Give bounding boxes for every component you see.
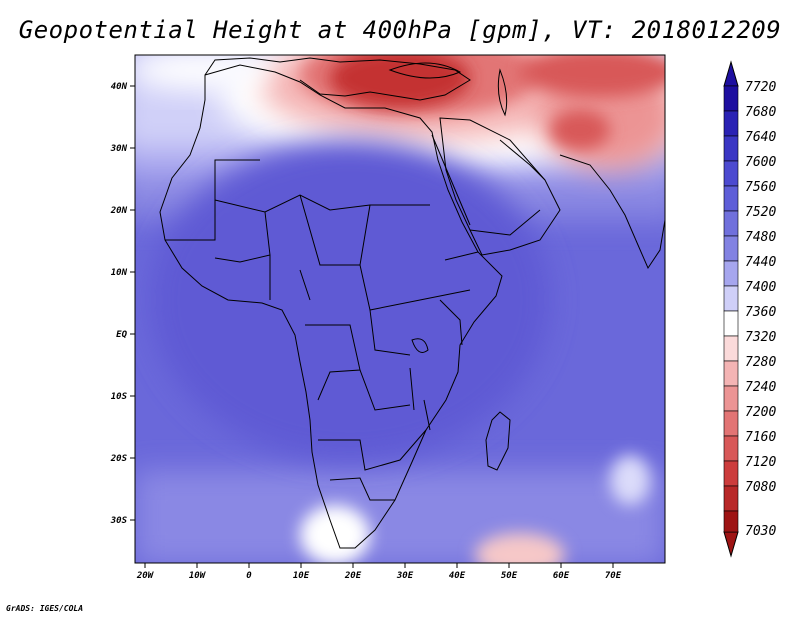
colorbar-swatch bbox=[723, 185, 739, 212]
colorbar-swatch bbox=[723, 335, 739, 362]
colorbar-label: 7240 bbox=[745, 380, 776, 395]
colorbar-swatch bbox=[723, 135, 739, 162]
colorbar-label: 7560 bbox=[745, 180, 776, 195]
lake-victoria bbox=[411, 338, 429, 353]
lon-label: 20E bbox=[344, 571, 362, 581]
colorbar-label: 7600 bbox=[745, 155, 776, 170]
colorbar-swatch bbox=[723, 235, 739, 262]
colorbar-swatch bbox=[723, 85, 739, 112]
colorbar-label: 7640 bbox=[745, 130, 776, 145]
lake-malawi bbox=[423, 399, 431, 431]
colorbar-swatch bbox=[723, 360, 739, 387]
lon-label: 70E bbox=[605, 571, 622, 581]
colorbar-label: 7030 bbox=[745, 524, 776, 539]
lat-label: EQ bbox=[116, 330, 127, 340]
lat-label: 10N bbox=[111, 268, 128, 278]
colorbar-label: 7120 bbox=[745, 455, 776, 470]
colorbar-swatch bbox=[723, 435, 739, 462]
grads-credit: GrADS: IGES/COLA bbox=[6, 604, 84, 613]
colorbar-swatch bbox=[723, 385, 739, 412]
africa-coastline bbox=[159, 64, 503, 549]
coastlines bbox=[159, 57, 665, 549]
lat-label: 30S bbox=[110, 516, 128, 526]
caspian-sea bbox=[497, 68, 508, 117]
colorbar-label: 7440 bbox=[745, 255, 776, 270]
colorbar-label: 7200 bbox=[745, 405, 776, 420]
colorbar-label: 7080 bbox=[745, 480, 776, 495]
colorbar-swatch bbox=[723, 260, 739, 287]
lon-label: 60E bbox=[553, 571, 570, 581]
colorbar-label: 7360 bbox=[745, 305, 776, 320]
lon-label: 40E bbox=[449, 571, 466, 581]
colorbar-label: 7680 bbox=[745, 105, 776, 120]
lon-label: 0 bbox=[246, 571, 252, 581]
colorbar: 7720 7680 7640 7600 7560 7520 7480 7440 … bbox=[723, 60, 776, 558]
persian-gulf bbox=[499, 139, 546, 181]
red-sea bbox=[431, 134, 471, 226]
colorbar-label: 7320 bbox=[745, 330, 776, 345]
lon-label: 20W bbox=[136, 571, 155, 581]
lat-label: 40N bbox=[111, 82, 128, 92]
lake-tanganyika bbox=[409, 367, 415, 411]
map-frame bbox=[134, 54, 666, 564]
europe-coast bbox=[204, 57, 471, 101]
colorbar-label: 7480 bbox=[745, 230, 776, 245]
colorbar-swatch bbox=[723, 285, 739, 312]
colorbar-swatch bbox=[723, 510, 739, 533]
india-coast bbox=[559, 154, 665, 270]
map-title: Geopotential Height at 400hPa [gpm], VT:… bbox=[18, 16, 782, 44]
lon-label: 10E bbox=[293, 571, 310, 581]
lon-label: 30E bbox=[396, 571, 414, 581]
colorbar-swatch bbox=[723, 160, 739, 187]
lat-label: 30N bbox=[110, 144, 128, 154]
colorbar-label: 7720 bbox=[745, 80, 776, 95]
lon-label: 50E bbox=[501, 571, 518, 581]
lat-label: 20S bbox=[110, 454, 128, 464]
latitude-labels: 40N 30N 20N 10N EQ 10S 20S 30S bbox=[110, 82, 128, 526]
axis-ticks bbox=[130, 85, 614, 568]
height-field bbox=[135, 55, 665, 563]
madagascar bbox=[485, 411, 511, 471]
colorbar-label: 7280 bbox=[745, 355, 776, 370]
colorbar-swatch bbox=[723, 460, 739, 487]
colorbar-swatch bbox=[723, 410, 739, 437]
colorbar-swatch bbox=[723, 310, 739, 337]
arabian-peninsula bbox=[439, 117, 561, 256]
colorbar-swatch bbox=[723, 110, 739, 137]
lat-label: 10S bbox=[111, 392, 128, 402]
colorbar-label: 7520 bbox=[745, 205, 776, 220]
colorbar-label: 7160 bbox=[745, 430, 776, 445]
longitude-labels: 20W 10W 0 10E 20E 30E 40E 50E 60E 70E bbox=[136, 571, 622, 581]
colorbar-swatch bbox=[723, 210, 739, 237]
colorbar-label: 7400 bbox=[745, 280, 776, 295]
colorbar-bottom-arrow bbox=[723, 531, 739, 558]
colorbar-top-arrow bbox=[723, 60, 739, 87]
colorbar-swatch bbox=[723, 485, 739, 512]
lon-label: 10W bbox=[189, 571, 207, 581]
lat-label: 20N bbox=[110, 206, 128, 216]
black-sea bbox=[388, 62, 462, 79]
